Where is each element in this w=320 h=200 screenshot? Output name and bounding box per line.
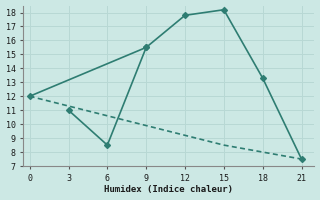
X-axis label: Humidex (Indice chaleur): Humidex (Indice chaleur) bbox=[104, 185, 233, 194]
